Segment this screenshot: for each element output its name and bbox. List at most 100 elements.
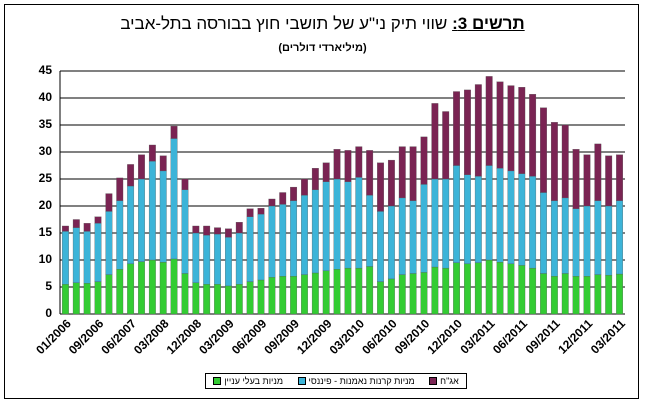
x-tick-label: 12/2009 <box>294 316 335 357</box>
bar-segment <box>301 178 308 196</box>
bar-segment <box>518 265 526 315</box>
y-tick-label: 0 <box>45 306 52 320</box>
bar-segment <box>485 259 493 315</box>
bar-segment <box>181 273 189 315</box>
bar-segment <box>105 193 113 212</box>
bar-segment <box>62 284 69 315</box>
bar-segment <box>550 200 558 277</box>
bar-segment <box>561 124 569 199</box>
bar-segment <box>83 231 91 284</box>
bar-segment <box>268 198 276 207</box>
bar-segment <box>431 266 439 315</box>
bar-segment <box>116 200 124 270</box>
x-tick-label: 03/2010 <box>327 316 368 357</box>
bar-segment <box>496 168 504 263</box>
bar-segment <box>94 223 102 282</box>
bar-segment <box>83 283 91 315</box>
bar-segment <box>366 150 374 196</box>
y-tick-label: 45 <box>39 63 53 77</box>
bar-segment <box>83 223 91 232</box>
bar-segment <box>322 270 330 315</box>
bar-segment <box>387 159 395 207</box>
bar-segment <box>377 281 384 315</box>
bar-segment <box>464 89 471 175</box>
x-tick-label: 06/2010 <box>359 316 400 357</box>
bar-segment <box>398 197 406 275</box>
bar-segment <box>311 272 319 315</box>
bar-segment <box>561 273 569 315</box>
x-tick-label: 12/2008 <box>164 316 205 357</box>
bar-segment <box>72 219 80 228</box>
bar-segment <box>550 122 558 201</box>
bar-segment <box>159 262 167 315</box>
x-tick-label: 03/2011 <box>457 316 497 356</box>
bar-segment <box>366 195 374 267</box>
legend-swatch <box>429 377 438 385</box>
bar-segment <box>355 177 363 269</box>
bar-segment <box>355 146 363 178</box>
bar-segment <box>203 235 211 285</box>
bar-segment <box>192 232 200 283</box>
x-tick-label: 12/2010 <box>424 316 465 357</box>
bar-segment <box>257 279 265 315</box>
bar-segment <box>148 161 156 261</box>
bar-segment <box>214 284 221 315</box>
bar-segment <box>268 277 276 315</box>
x-tick-label: 01/2006 <box>33 316 74 357</box>
bar-segment <box>279 204 287 277</box>
bar-segment <box>344 181 352 269</box>
bar-segment <box>311 189 319 274</box>
bar-segment <box>605 274 613 315</box>
bar-segment <box>170 258 178 315</box>
bar-segment <box>192 225 200 234</box>
title-prefix: תרשים 3: <box>452 14 525 33</box>
bar-segment <box>507 85 515 172</box>
bar-segment <box>333 269 341 315</box>
x-tick-label: 06/2007 <box>98 316 139 357</box>
bar-segment <box>398 274 406 315</box>
bar-segment <box>301 195 308 275</box>
bar-segment <box>181 178 189 190</box>
subtitle: (מיליארדי דולרים) <box>278 42 367 54</box>
bar-segment <box>420 184 428 273</box>
bar-segment <box>138 178 145 262</box>
bar-segment <box>94 281 102 315</box>
bar-segment <box>540 192 547 274</box>
bar-segment <box>474 176 482 263</box>
bar-segment <box>138 154 145 180</box>
bar-segment <box>203 284 211 315</box>
bar-segment <box>246 216 254 282</box>
bar-segment <box>485 76 493 166</box>
bar-segment <box>572 149 580 209</box>
bar-segment <box>442 267 450 315</box>
bar-segment <box>550 276 558 315</box>
bar-segment <box>387 278 395 315</box>
bar-segment <box>170 138 178 260</box>
bar-segment <box>431 103 439 180</box>
bar-segment <box>366 266 374 315</box>
chart-title: תרשים 3: שווי תיק ני"ע של תושבי חוץ בבור… <box>0 14 645 34</box>
bar-segment <box>540 107 547 193</box>
bar-segment <box>594 274 602 315</box>
bar-segment <box>464 263 471 315</box>
x-tick-label: 03/2008 <box>131 316 172 357</box>
legend-label: אג"ח <box>440 376 459 386</box>
bar-segment <box>257 208 265 215</box>
bar-segment <box>127 164 135 187</box>
bar-segment <box>72 282 80 315</box>
bar-segment <box>116 177 124 201</box>
bar-segment <box>257 213 265 281</box>
bar-segment <box>377 211 384 282</box>
title-text: שווי תיק ני"ע של תושבי חוץ בבורסה בתל-אב… <box>120 14 448 33</box>
bar-segment <box>496 262 504 315</box>
bar-segment <box>485 165 493 261</box>
bar-segment <box>159 155 167 172</box>
bar-segment <box>561 197 569 274</box>
x-tick-label: 09/2009 <box>261 316 302 357</box>
bar-segment <box>518 87 526 174</box>
bar-segment <box>290 200 298 277</box>
bar-segment <box>377 162 384 212</box>
bar-segment <box>311 168 319 190</box>
bar-segment <box>181 189 189 274</box>
